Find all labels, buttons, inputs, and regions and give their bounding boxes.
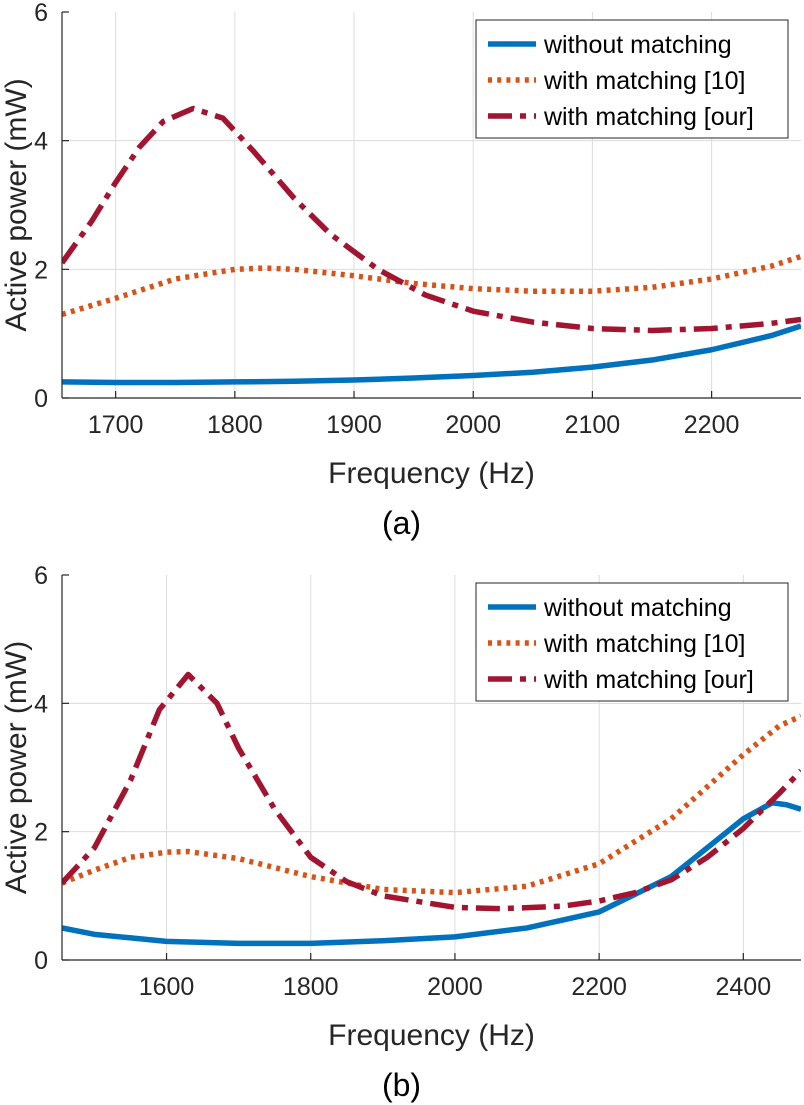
chart-a-xtick-label-1800: 1800 xyxy=(207,411,263,439)
chart-a-legend-label-0: without matching xyxy=(543,31,732,59)
chart-a-ytick-label-6: 6 xyxy=(34,0,48,27)
chart-b-xtick-label-1800: 1800 xyxy=(283,973,339,1001)
chart-a-y-axis-label: Active power (mW) xyxy=(0,78,33,331)
chart-a-ytick-label-4: 4 xyxy=(34,128,48,156)
chart-b-xtick-label-2000: 2000 xyxy=(427,973,483,1001)
chart-b-xtick-label-2200: 2200 xyxy=(571,973,627,1001)
chart-a-ytick-label-2: 2 xyxy=(34,256,48,284)
chart-a-x-axis-label: Frequency (Hz) xyxy=(328,457,535,490)
chart-a-legend-label-1: with matching [10] xyxy=(543,67,746,95)
chart-a-legend: without matching with matching [10] with m… xyxy=(475,19,789,139)
chart-b-series-group xyxy=(62,671,801,947)
chart-b-caption: (b) xyxy=(382,1067,421,1103)
chart-a-series-1 xyxy=(62,253,801,318)
chart-b-ytick-label-2: 2 xyxy=(34,819,48,847)
chart-b-ytick-label-0: 0 xyxy=(34,947,48,975)
chart-b-legend: without matching with matching [10] with m… xyxy=(475,582,789,702)
chart-b-series-0 xyxy=(62,800,801,947)
chart-a-series-group xyxy=(62,105,801,386)
chart-b-ytick-label-4: 4 xyxy=(34,690,48,718)
chart-a-ytick-label-0: 0 xyxy=(34,385,48,413)
chart-b-legend-label-2: with matching [our] xyxy=(543,666,754,694)
chart-b-legend-label-1: with matching [10] xyxy=(543,630,746,658)
chart-b-xtick-label-2400: 2400 xyxy=(716,973,772,1001)
chart-b: 1600 1800 2000 2200 2400 0 2 4 6 Frequency (Hz) Ac… xyxy=(0,562,801,1103)
chart-b-ytick-label-6: 6 xyxy=(34,562,48,590)
chart-a-series-0 xyxy=(62,323,801,386)
chart-a-xtick-label-2000: 2000 xyxy=(445,411,501,439)
chart-b-xtick-label-1600: 1600 xyxy=(139,973,195,1001)
chart-a-series-2 xyxy=(62,105,801,334)
chart-a: 1700 1800 1900 2000 2100 2200 0 2 4 6 Frequency (H… xyxy=(0,0,801,541)
chart-a-xtick-label-1900: 1900 xyxy=(326,411,382,439)
chart-a-caption: (a) xyxy=(382,505,421,541)
chart-a-xtick-label-2200: 2200 xyxy=(684,411,740,439)
chart-a-xtick-label-1700: 1700 xyxy=(88,411,144,439)
chart-b-y-axis-label: Active power (mW) xyxy=(0,641,33,894)
chart-a-xtick-label-2100: 2100 xyxy=(565,411,621,439)
chart-a-legend-label-2: with matching [our] xyxy=(543,103,754,131)
chart-b-x-axis-label: Frequency (Hz) xyxy=(328,1019,535,1052)
chart-b-legend-label-0: without matching xyxy=(543,594,732,622)
